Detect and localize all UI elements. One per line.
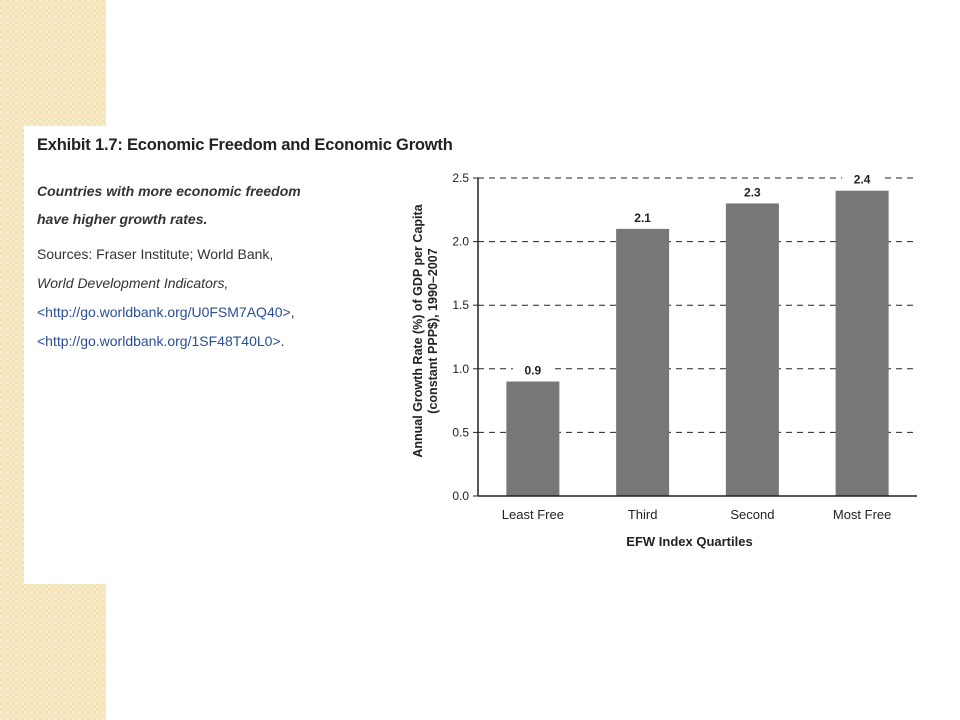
y-tick-label: 2.5	[452, 171, 469, 185]
bar	[835, 190, 889, 496]
bar	[506, 381, 560, 496]
x-tick-label: Least Free	[502, 507, 564, 522]
y-tick-label: 1.5	[452, 298, 469, 312]
subtitle-line-1: Countries with more economic freedom	[37, 183, 301, 199]
bar-value-label: 2.1	[634, 211, 651, 225]
bar	[725, 203, 779, 496]
slide-panel	[24, 126, 944, 584]
source-link-1[interactable]: <http://go.worldbank.org/U0FSM7AQ40>	[37, 304, 291, 320]
x-tick-label: Third	[628, 507, 658, 522]
y-tick-label: 2.0	[452, 235, 469, 249]
y-axis-title-line-1: Annual Growth Rate (%) of GDP per Capita	[411, 203, 425, 457]
bar-value-label: 2.3	[744, 185, 761, 199]
y-axis-title-line-2: (constant PPP$), 1990–2007	[426, 248, 440, 413]
sources-block: Sources: Fraser Institute; World Bank, W…	[37, 240, 367, 356]
sources-link-row-2: <http://go.worldbank.org/1SF48T40L0>.	[37, 327, 367, 356]
bar	[616, 228, 670, 496]
y-tick-label: 0.5	[452, 425, 469, 439]
y-tick-label: 1.0	[452, 362, 469, 376]
subtitle-line-2: have higher growth rates.	[37, 211, 208, 227]
bar-label-background	[732, 184, 773, 200]
x-tick-label: Most Free	[833, 507, 892, 522]
bar-value-label: 0.9	[525, 364, 542, 378]
x-axis-title: EFW Index Quartiles	[626, 534, 752, 549]
source-link-2[interactable]: <http://go.worldbank.org/1SF48T40L0>	[37, 333, 281, 349]
x-tick-label: Second	[730, 507, 774, 522]
source-link-2-suffix: .	[280, 333, 285, 349]
sources-publication: World Development Indicators,	[37, 275, 229, 291]
bar-value-label: 2.4	[854, 173, 871, 187]
bar-label-background	[842, 171, 883, 187]
exhibit-subtitle: Countries with more economic freedom hav…	[37, 177, 337, 233]
growth-bar-chart: 0.0 0.5 1.0 1.5 2.0 2.5 0.9 Least Free 2.1 Third 2…	[411, 171, 917, 549]
bar-label-background	[622, 209, 663, 225]
y-tick-label: 0.0	[452, 489, 469, 503]
exhibit-title: Exhibit 1.7: Economic Freedom and Econom…	[37, 136, 453, 154]
bar-label-background	[512, 362, 553, 378]
sources-link-row-1: <http://go.worldbank.org/U0FSM7AQ40>,	[37, 298, 367, 327]
sources-line: Sources: Fraser Institute; World Bank,	[37, 246, 274, 262]
source-link-1-suffix: ,	[290, 304, 295, 320]
